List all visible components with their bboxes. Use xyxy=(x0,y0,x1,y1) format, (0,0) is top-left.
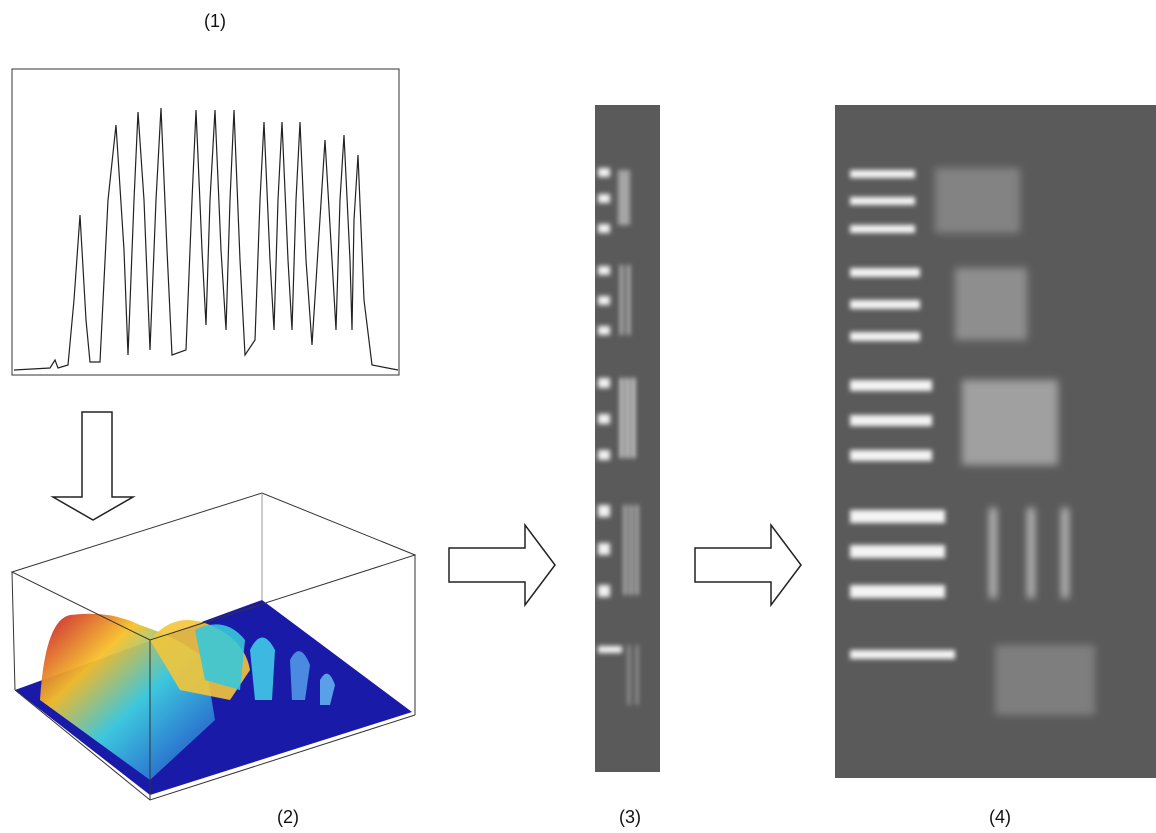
panel-label: (2) xyxy=(277,807,299,827)
image-panel xyxy=(595,105,660,772)
surface-plot xyxy=(12,493,415,800)
arrow-down xyxy=(53,412,133,520)
arrow-right xyxy=(449,525,555,605)
plot-frame xyxy=(12,69,399,375)
panel-label: (4) xyxy=(989,807,1011,827)
panel-label: (1) xyxy=(204,11,226,31)
panel-label: (3) xyxy=(619,807,641,827)
image-panel xyxy=(835,105,1156,778)
figure: (1) (2) xyxy=(0,0,1156,833)
arrow-right xyxy=(695,525,801,605)
